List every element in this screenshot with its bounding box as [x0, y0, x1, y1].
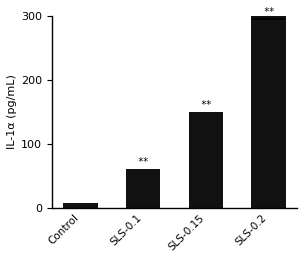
Bar — [63, 203, 98, 208]
Text: **: ** — [263, 7, 275, 17]
Text: **: ** — [200, 100, 212, 110]
Bar — [126, 169, 161, 208]
Bar — [251, 16, 286, 208]
Bar — [188, 112, 223, 208]
Y-axis label: IL-1α (pg/mL): IL-1α (pg/mL) — [7, 75, 17, 149]
Text: **: ** — [137, 157, 149, 168]
